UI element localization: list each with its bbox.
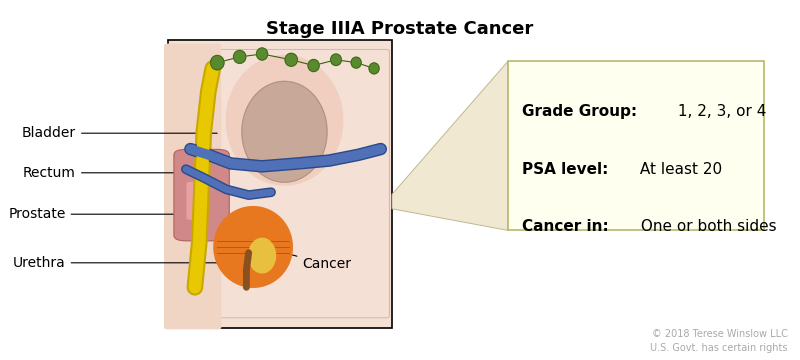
Ellipse shape: [330, 54, 342, 66]
Ellipse shape: [190, 57, 380, 310]
Text: Rectum: Rectum: [23, 166, 218, 180]
FancyBboxPatch shape: [168, 40, 392, 328]
Ellipse shape: [369, 63, 379, 74]
Text: Grade Group:: Grade Group:: [522, 104, 638, 119]
Ellipse shape: [226, 55, 342, 185]
Ellipse shape: [249, 238, 275, 273]
Ellipse shape: [214, 207, 292, 287]
Ellipse shape: [308, 59, 319, 72]
Text: Stage IIIA Prostate Cancer: Stage IIIA Prostate Cancer: [266, 20, 534, 38]
FancyBboxPatch shape: [169, 49, 390, 318]
Text: Cancer in:: Cancer in:: [522, 219, 609, 234]
FancyBboxPatch shape: [508, 61, 764, 230]
Ellipse shape: [351, 57, 362, 68]
Text: Cancer: Cancer: [277, 249, 351, 271]
Ellipse shape: [234, 50, 246, 63]
Ellipse shape: [242, 81, 327, 182]
FancyBboxPatch shape: [174, 149, 230, 241]
FancyBboxPatch shape: [164, 44, 222, 329]
Ellipse shape: [285, 53, 298, 66]
Text: © 2018 Terese Winslow LLC
U.S. Govt. has certain rights: © 2018 Terese Winslow LLC U.S. Govt. has…: [650, 329, 788, 354]
Text: Bladder: Bladder: [22, 126, 218, 140]
Text: At least 20: At least 20: [635, 162, 722, 177]
FancyBboxPatch shape: [186, 182, 208, 220]
Ellipse shape: [257, 48, 268, 60]
Polygon shape: [392, 61, 508, 230]
Text: PSA level:: PSA level:: [522, 162, 609, 177]
Text: Urethra: Urethra: [13, 256, 218, 270]
Ellipse shape: [210, 55, 224, 70]
Text: One or both sides: One or both sides: [636, 219, 777, 234]
Text: Prostate: Prostate: [8, 207, 218, 221]
Text: 1, 2, 3, or 4: 1, 2, 3, or 4: [673, 104, 766, 119]
